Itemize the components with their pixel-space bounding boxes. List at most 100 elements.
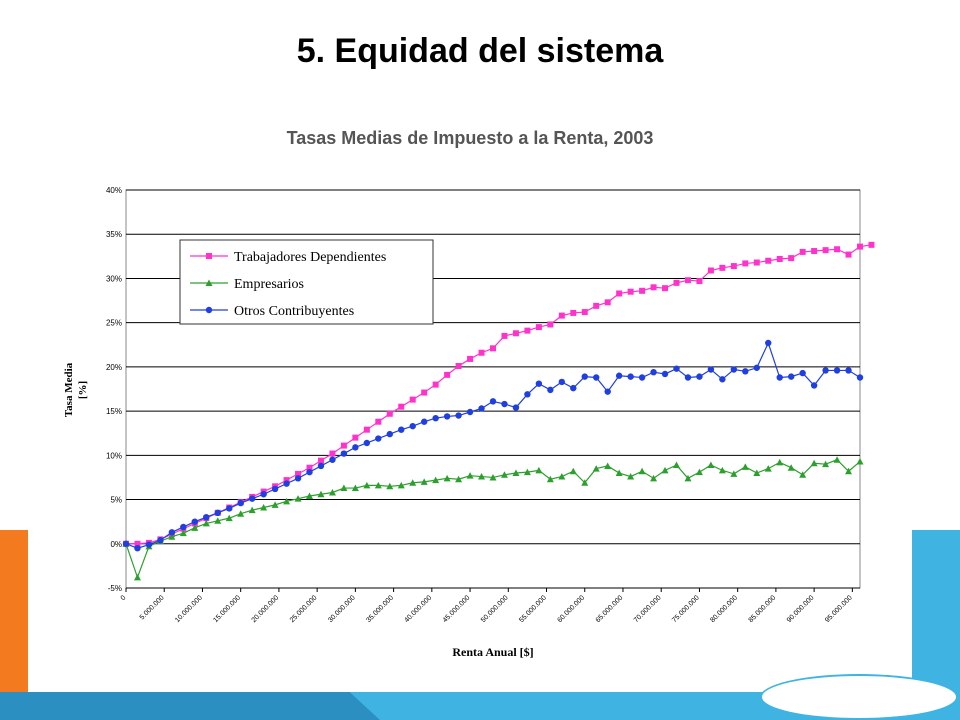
y-tick-label: 30%	[106, 274, 122, 283]
x-tick-label: 0	[120, 594, 128, 602]
data-point-otros-contribuyentes	[191, 518, 199, 525]
data-point-empresarios	[409, 479, 417, 486]
data-point-otros-contribuyentes	[317, 462, 325, 470]
data-point-empresarios	[856, 458, 864, 465]
x-tick-label: 55.000.000	[518, 594, 548, 624]
data-point-empresarios	[443, 474, 451, 482]
y-tick-label: 25%	[106, 319, 122, 328]
data-point-otros-contribuyentes	[237, 499, 244, 507]
data-point-otros-contribuyentes	[260, 491, 267, 498]
x-tick-label: 40.000.000	[404, 594, 434, 624]
data-point-empresarios	[455, 475, 463, 483]
page-number: 11	[848, 687, 866, 707]
data-point-otros-contribuyentes	[352, 444, 359, 451]
data-point-empresarios	[168, 533, 176, 540]
data-point-empresarios	[237, 510, 245, 517]
y-tick-label: 10%	[106, 451, 122, 460]
data-point-otros-contribuyentes	[214, 509, 221, 517]
x-tick-label: 30.000.000	[327, 594, 357, 624]
data-point-trabajadores-dependientes	[627, 288, 634, 295]
data-point-trabajadores-dependientes	[409, 396, 416, 403]
data-point-trabajadores-dependientes	[558, 312, 565, 319]
data-point-otros-contribuyentes	[810, 382, 818, 389]
x-tick-label: 90.000.000	[786, 594, 816, 624]
data-point-trabajadores-dependientes	[340, 442, 347, 449]
data-point-trabajadores-dependientes	[306, 464, 313, 471]
data-point-otros-contribuyentes	[730, 366, 738, 373]
data-point-otros-contribuyentes	[145, 541, 153, 548]
data-point-empresarios	[225, 514, 233, 522]
data-point-otros-contribuyentes	[329, 456, 336, 463]
data-point-empresarios	[592, 465, 600, 472]
legend: Trabajadores Dependientes Empresarios Otro…	[179, 239, 434, 325]
data-point-trabajadores-dependientes	[501, 332, 508, 339]
data-point-empresarios	[512, 469, 520, 477]
data-point-otros-contribuyentes	[787, 373, 795, 380]
data-point-trabajadores-dependientes	[581, 309, 588, 316]
data-point-empresarios	[718, 466, 726, 474]
data-point-otros-contribuyentes	[615, 372, 623, 379]
data-point-empresarios	[248, 506, 256, 514]
data-point-otros-contribuyentes	[581, 373, 588, 380]
data-point-trabajadores-dependientes	[490, 345, 496, 352]
data-point-trabajadores-dependientes	[868, 241, 875, 248]
data-point-empresarios	[202, 519, 210, 527]
data-point-empresarios	[500, 471, 508, 478]
data-point-trabajadores-dependientes	[478, 349, 485, 356]
data-point-empresarios	[214, 517, 222, 524]
data-point-empresarios	[340, 484, 348, 492]
legend-label: Otros Contribuyentes	[234, 304, 354, 319]
data-point-trabajadores-dependientes	[283, 477, 290, 484]
data-point-trabajadores-dependientes	[776, 255, 783, 262]
y-tick-label: 35%	[106, 230, 122, 239]
data-point-otros-contribuyentes	[833, 367, 841, 374]
data-point-trabajadores-dependientes	[593, 302, 600, 309]
data-point-otros-contribuyentes	[661, 370, 669, 378]
bottom-accent-bar-dark	[0, 692, 380, 720]
data-point-trabajadores-dependientes	[811, 248, 818, 255]
data-point-empresarios	[673, 461, 680, 469]
data-point-otros-contribuyentes	[455, 412, 462, 419]
x-tick-label: 60.000.000	[556, 594, 586, 624]
y-tick-label: 5%	[110, 496, 122, 505]
data-point-empresarios	[695, 468, 703, 476]
data-point-empresarios	[306, 492, 313, 500]
data-point-otros-contribuyentes	[271, 485, 279, 493]
data-point-otros-contribuyentes	[524, 391, 531, 398]
data-point-empresarios	[317, 490, 325, 498]
data-point-empresarios	[604, 462, 612, 469]
data-point-otros-contribuyentes	[570, 384, 577, 392]
data-point-otros-contribuyentes	[845, 367, 852, 374]
data-point-trabajadores-dependientes	[524, 327, 531, 334]
data-point-empresarios	[363, 481, 371, 489]
data-point-trabajadores-dependientes	[421, 389, 428, 396]
data-point-trabajadores-dependientes	[616, 290, 623, 297]
data-point-empresarios	[489, 473, 497, 481]
data-point-empresarios	[374, 481, 382, 489]
data-point-empresarios	[707, 461, 715, 469]
data-point-otros-contribuyentes	[650, 368, 657, 376]
data-point-trabajadores-dependientes	[329, 450, 336, 457]
data-point-otros-contribuyentes	[398, 426, 405, 433]
legend-marker	[205, 279, 213, 286]
data-point-trabajadores-dependientes	[730, 263, 737, 270]
x-tick-label: 5.000.000	[139, 594, 166, 621]
data-point-empresarios	[397, 481, 405, 489]
page-number-ellipse	[760, 674, 958, 720]
slide-title: 5. Equidad del sistema	[296, 32, 664, 70]
data-point-empresarios	[810, 459, 818, 467]
data-point-otros-contribuyentes	[776, 374, 783, 381]
data-point-otros-contribuyentes	[753, 364, 760, 371]
data-point-otros-contribuyentes	[742, 368, 749, 375]
series-layer	[122, 241, 875, 581]
data-point-empresarios	[179, 529, 187, 537]
data-point-otros-contribuyentes	[822, 367, 829, 374]
data-point-trabajadores-dependientes	[295, 470, 302, 477]
data-point-empresarios	[535, 466, 543, 474]
x-tick-label: 20.000.000	[251, 594, 281, 624]
data-point-empresarios	[627, 473, 635, 480]
data-point-otros-contribuyentes	[443, 413, 451, 420]
data-point-otros-contribuyentes	[294, 475, 302, 482]
data-point-trabajadores-dependientes	[719, 264, 726, 271]
data-point-otros-contribuyentes	[122, 540, 130, 547]
